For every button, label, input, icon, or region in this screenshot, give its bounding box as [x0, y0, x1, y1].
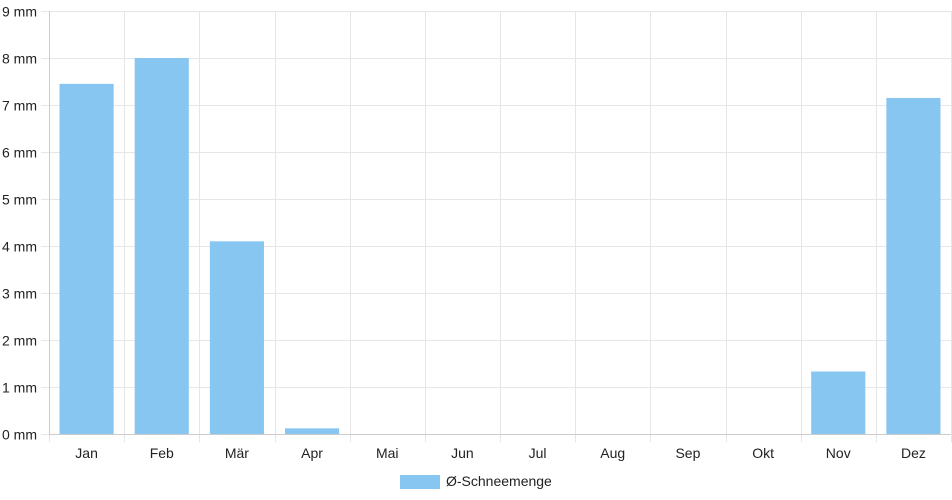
x-tick-label: Feb — [150, 445, 174, 461]
x-tick-label: Okt — [752, 445, 774, 461]
legend-label: Ø-Schneemenge — [446, 473, 552, 489]
bar-apr[interactable] — [285, 428, 340, 434]
x-tick-label: Aug — [600, 445, 625, 461]
y-tick-label: 1 mm — [2, 380, 37, 396]
x-tick-label: Jun — [451, 445, 474, 461]
x-tick-labels: Jan Feb Mär Apr Mai Jun Jul Aug Sep Okt Nov Dez — [75, 445, 926, 461]
bar-feb[interactable] — [134, 58, 189, 434]
bar-dez[interactable] — [886, 97, 941, 434]
y-tick-label: 8 mm — [2, 51, 37, 67]
legend[interactable]: Ø-Schneemenge — [400, 473, 552, 489]
legend-swatch — [400, 475, 440, 489]
bar-nov[interactable] — [811, 371, 866, 434]
bars — [59, 58, 941, 434]
x-tick-label: Apr — [301, 445, 323, 461]
y-tick-label: 0 mm — [2, 427, 37, 443]
axes — [49, 11, 951, 435]
y-tick-label: 5 mm — [2, 192, 37, 208]
y-tick-label: 3 mm — [2, 286, 37, 302]
bar-mär[interactable] — [209, 241, 264, 434]
x-tick-label: Mär — [225, 445, 249, 461]
x-tick-label: Mai — [376, 445, 399, 461]
y-tick-labels: 0 mm 1 mm 2 mm 3 mm 4 mm 5 mm 6 mm 7 mm 8 mm 9 mm — [2, 4, 37, 443]
y-tick-label: 7 mm — [2, 98, 37, 114]
x-tick-label: Dez — [901, 445, 926, 461]
x-tick-label: Sep — [675, 445, 700, 461]
y-tick-label: 9 mm — [2, 4, 37, 20]
y-tick-label: 4 mm — [2, 239, 37, 255]
x-tick-label: Nov — [826, 445, 851, 461]
bar-jan[interactable] — [59, 83, 114, 434]
x-tick-label: Jul — [529, 445, 547, 461]
y-tick-label: 2 mm — [2, 333, 37, 349]
y-tick-label: 6 mm — [2, 145, 37, 161]
x-tick-label: Jan — [75, 445, 98, 461]
